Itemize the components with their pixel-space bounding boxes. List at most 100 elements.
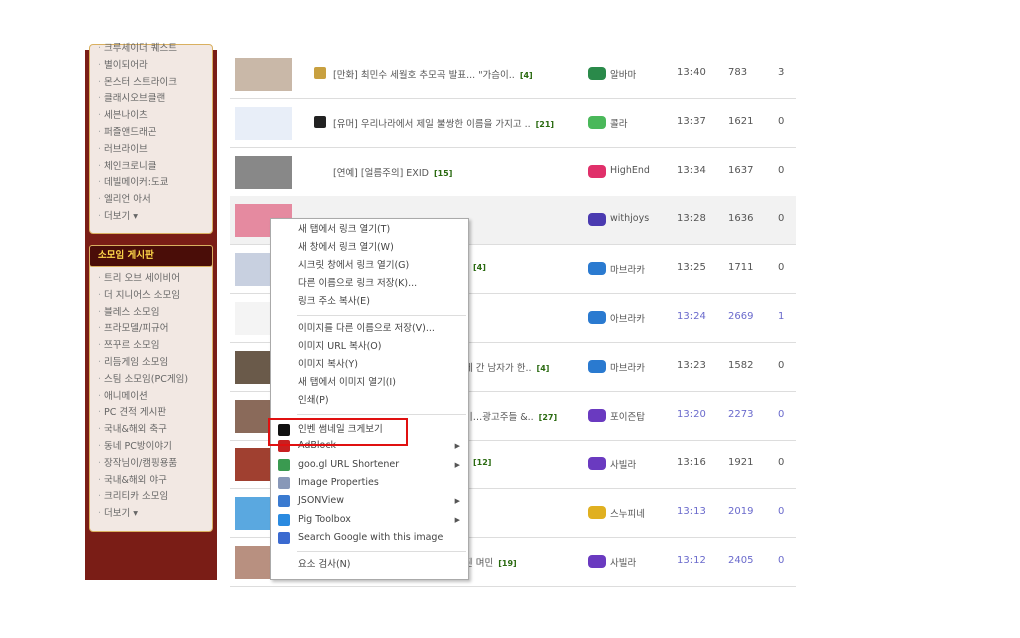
menu-separator: [297, 414, 466, 415]
sidebar-link[interactable]: 쯔꾸르 소모임: [90, 338, 212, 355]
post-time: 13:37: [677, 115, 706, 127]
post-title-text[interactable]: 기…광고주들 &..: [464, 411, 534, 423]
menu-item[interactable]: JSONView ▶: [271, 492, 468, 510]
sidebar-link[interactable]: 국내&해외 축구: [90, 422, 212, 439]
adblock-icon: [278, 440, 290, 453]
post-time: 13:34: [677, 164, 706, 176]
post-title[interactable]: [만화] 최민수 세월호 추모곡 발표... "가슴이.. [4]: [333, 67, 533, 81]
level-badge-icon: [588, 115, 606, 129]
author-nickname[interactable]: HighEnd: [610, 164, 650, 176]
post-title-text[interactable]: [연예] [얼름주의] EXID: [333, 167, 429, 179]
sidebar-link[interactable]: 몬스터 스트라이크: [90, 75, 212, 92]
sidebar-link[interactable]: 더보기 ▾: [90, 506, 212, 523]
menu-item[interactable]: Pig Toolbox ▶: [271, 511, 468, 529]
sidebar-link[interactable]: 국내&해외 야구: [90, 473, 212, 490]
author-nickname[interactable]: 알바마: [610, 70, 637, 81]
recommend-count: 1: [778, 311, 785, 322]
sidebar-link[interactable]: 세븐나이츠: [90, 108, 212, 125]
sidebar-link[interactable]: 애니메이션: [90, 389, 212, 406]
author-nickname[interactable]: 사빌라: [610, 558, 637, 569]
menu-item[interactable]: 링크 주소 복사(E): [271, 293, 468, 311]
info-icon: [278, 476, 290, 489]
sidebar-link[interactable]: 엘리언 아서: [90, 192, 212, 209]
sidebar-link[interactable]: 동네 PC방이야기: [90, 439, 212, 456]
sidebar-link[interactable]: 장작님이/캠핑용품: [90, 456, 212, 473]
sidebar-link[interactable]: 크루세이더 퀘스트: [90, 41, 212, 58]
level-badge-icon: [588, 457, 606, 471]
post-thumbnail[interactable]: [235, 106, 292, 140]
menu-item[interactable]: 요소 검사(N): [271, 556, 468, 574]
view-count: 1621: [728, 115, 754, 127]
sidebar-link[interactable]: 클래시오브클랜: [90, 91, 212, 108]
post-thumbnail[interactable]: [235, 155, 292, 189]
sidebar-link[interactable]: 스팀 소모임(PC게임): [90, 372, 212, 389]
menu-item[interactable]: 다른 이름으로 링크 저장(K)...: [271, 275, 468, 293]
menu-item-label: 새 탭에서 링크 열기(T): [298, 224, 391, 235]
sidebar-link[interactable]: 트리 오브 세이비어: [90, 271, 212, 288]
menu-item[interactable]: 이미지를 다른 이름으로 저장(V)...: [271, 320, 468, 338]
sidebar-link[interactable]: 더 지니어스 소모임: [90, 288, 212, 305]
menu-item[interactable]: goo.gl URL Shortener ▶: [271, 456, 468, 474]
author-nickname[interactable]: withjoys: [610, 213, 650, 225]
post-title-text[interactable]: 에 간 남자가 한..: [464, 362, 532, 374]
comment-count: [27]: [538, 412, 558, 422]
table-row[interactable]: [만화] 최민수 세월호 추모곡 발표... "가슴이.. [4] 알바마 13:40…: [230, 50, 796, 99]
post-title-text[interactable]: [만화] 최민수 세월호 추모곡 발표... "가슴이..: [333, 70, 515, 81]
post-title[interactable]: [유머] 우리나라에서 제일 불쌍한 이름을 가지고 .. [21]: [333, 116, 554, 130]
comment-count: [19]: [498, 559, 517, 568]
menu-item-label: 이미지 복사(Y): [298, 359, 358, 370]
submenu-arrow-icon: ▶: [454, 460, 460, 469]
menu-separator: [297, 315, 466, 316]
menu-item[interactable]: Image Properties: [271, 474, 468, 492]
post-title-text[interactable]: 된 며민: [464, 558, 494, 569]
sidebar-link[interactable]: 블레스 소모임: [90, 305, 212, 322]
sidebar-link[interactable]: 데빌메이커:도쿄: [90, 175, 212, 192]
sidebar-link[interactable]: PC 견적 게시판: [90, 405, 212, 422]
menu-item-label: 링크 주소 복사(E): [298, 296, 370, 307]
author-nickname[interactable]: 마브라카: [610, 362, 645, 374]
author-nickname[interactable]: 아브라카: [610, 314, 645, 325]
sidebar-link[interactable]: 러브라이브: [90, 142, 212, 159]
post-title[interactable]: 에 간 남자가 한.. [4]: [464, 360, 549, 374]
sidebar-link[interactable]: 크리티카 소모임: [90, 489, 212, 506]
post-title[interactable]: [12]: [468, 457, 491, 468]
recommend-count: 0: [778, 164, 785, 176]
sidebar-link[interactable]: 체인크로니클: [90, 159, 212, 176]
menu-item[interactable]: 인쇄(P): [271, 392, 468, 410]
sidebar-link[interactable]: 퍼즐앤드래곤: [90, 125, 212, 142]
sidebar-link[interactable]: 더보기 ▾: [90, 209, 212, 226]
menu-item[interactable]: 시크릿 창에서 링크 열기(G): [271, 257, 468, 275]
menu-item[interactable]: 이미지 복사(Y): [271, 356, 468, 374]
post-title[interactable]: 된 며민 [19]: [464, 555, 517, 569]
post-title[interactable]: [연예] [얼름주의] EXID [15]: [333, 165, 452, 179]
goo-gl-icon: [278, 458, 290, 471]
menu-item[interactable]: 새 탭에서 링크 열기(T): [271, 221, 468, 239]
menu-item[interactable]: Search Google with this image: [271, 529, 468, 547]
menu-item[interactable]: 이미지 URL 복사(O): [271, 338, 468, 356]
author-nickname[interactable]: 스누피네: [610, 509, 645, 521]
menu-item[interactable]: 인벤 썸네일 크게보기: [271, 421, 468, 439]
post-title[interactable]: 기…광고주들 &.. [27]: [464, 409, 557, 423]
menu-item-label: 요소 검사(N): [298, 559, 351, 571]
view-count: 1636: [728, 213, 754, 225]
post-title-text[interactable]: [유머] 우리나라에서 제일 불쌍한 이름을 가지고 ..: [333, 118, 531, 130]
post-time: 13:12: [677, 555, 706, 566]
menu-item[interactable]: 새 탭에서 이미지 열기(I): [271, 374, 468, 392]
sidebar-link[interactable]: 프라모델/피규어: [90, 321, 212, 338]
post-thumbnail[interactable]: [235, 58, 292, 91]
author-nickname[interactable]: 사빌라: [610, 460, 637, 472]
author-nickname[interactable]: 마브라카: [610, 265, 645, 277]
table-row[interactable]: [연예] [얼름주의] EXID [15] HighEnd 13:34 1637 0: [230, 148, 796, 197]
sidebar-link[interactable]: 리듬게임 소모임: [90, 355, 212, 372]
author-nickname[interactable]: 콜라: [610, 118, 628, 130]
author-nickname[interactable]: 포이즌탑: [610, 411, 645, 423]
post-title[interactable]: [4]: [468, 262, 486, 273]
recommend-count: 0: [778, 213, 785, 225]
menu-item-label: 이미지를 다른 이름으로 저장(V)...: [298, 323, 435, 334]
menu-item-label: 이미지 URL 복사(O): [298, 341, 382, 352]
recommend-count: 3: [778, 67, 785, 78]
menu-item-label: JSONView: [298, 495, 344, 507]
sidebar-link[interactable]: 별이되어라: [90, 58, 212, 75]
table-row[interactable]: [유머] 우리나라에서 제일 불쌍한 이름을 가지고 .. [21] 콜라 13:37…: [230, 99, 796, 148]
menu-item[interactable]: 새 창에서 링크 열기(W): [271, 239, 468, 257]
